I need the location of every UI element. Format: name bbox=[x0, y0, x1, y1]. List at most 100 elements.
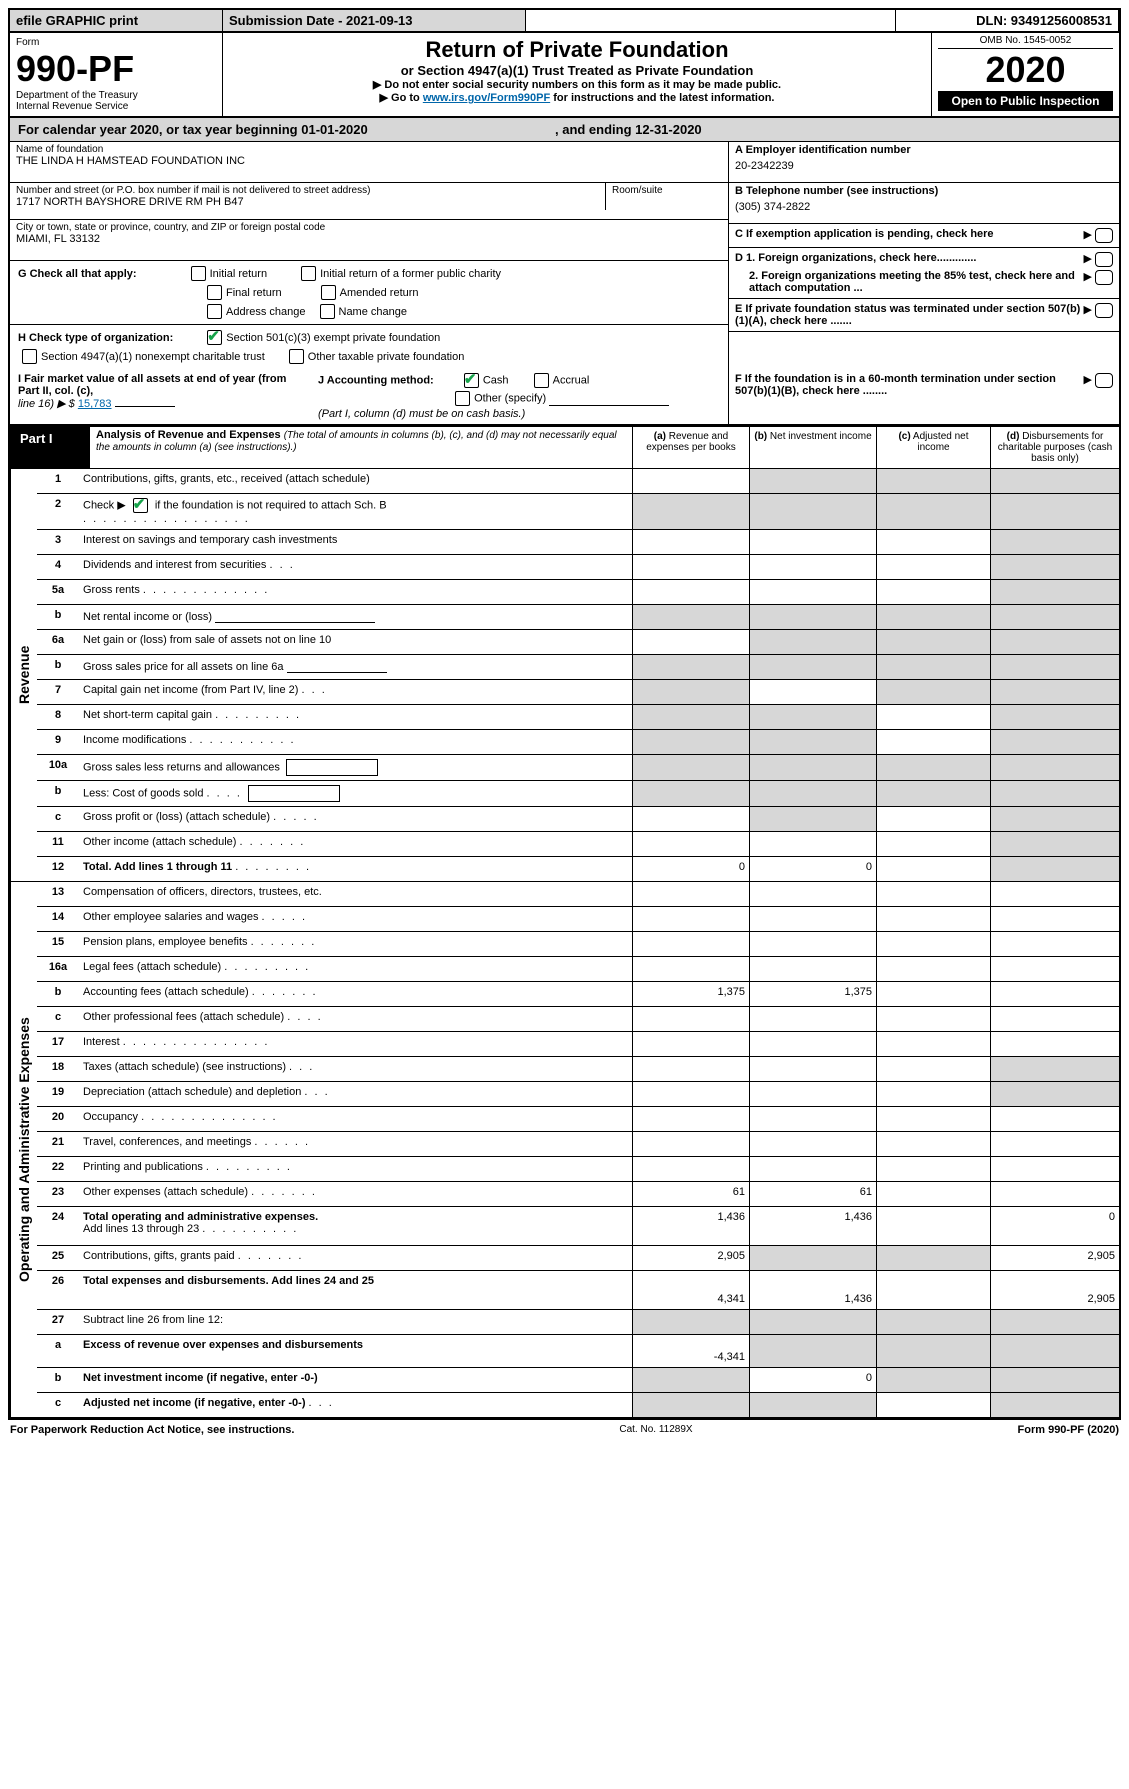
expenses-section: Operating and Administrative Expenses 13… bbox=[8, 882, 1121, 1419]
top-bar: efile GRAPHIC print Submission Date - 20… bbox=[8, 8, 1121, 33]
table-row: bGross sales price for all assets on lin… bbox=[37, 655, 1119, 680]
table-row: bNet investment income (if negative, ent… bbox=[37, 1368, 1119, 1393]
footer: For Paperwork Reduction Act Notice, see … bbox=[8, 1419, 1121, 1440]
col-b-text: Net investment income bbox=[770, 431, 872, 442]
expenses-rows: 13Compensation of officers, directors, t… bbox=[37, 882, 1119, 1417]
addr-value: 1717 NORTH BAYSHORE DRIVE RM PH B47 bbox=[16, 196, 599, 208]
d1-label: D 1. Foreign organizations, check here..… bbox=[735, 252, 1081, 264]
g-o5: Address change bbox=[226, 306, 306, 318]
table-row: 22Printing and publications . . . . . . … bbox=[37, 1157, 1119, 1182]
h-501c3-checkbox[interactable] bbox=[207, 330, 222, 345]
ij-row: I Fair market value of all assets at end… bbox=[8, 369, 1121, 426]
table-row: 11Other income (attach schedule) . . . .… bbox=[37, 832, 1119, 857]
instr-2: ▶ Go to www.irs.gov/Form990PF for instru… bbox=[229, 91, 925, 104]
efile-label: efile GRAPHIC print bbox=[10, 10, 223, 31]
open-to-public: Open to Public Inspection bbox=[938, 91, 1113, 111]
table-row: cAdjusted net income (if negative, enter… bbox=[37, 1393, 1119, 1417]
table-row: bLess: Cost of goods sold . . . . bbox=[37, 781, 1119, 807]
instr2-pre: ▶ Go to bbox=[380, 92, 423, 104]
table-row: bAccounting fees (attach schedule) . . .… bbox=[37, 982, 1119, 1007]
h-o3: Other taxable private foundation bbox=[308, 351, 465, 363]
top-bar-blank bbox=[526, 10, 896, 31]
col-c-header: (c) Adjusted net income bbox=[877, 427, 991, 468]
table-row: 23Other expenses (attach schedule) . . .… bbox=[37, 1182, 1119, 1207]
d1-checkbox[interactable] bbox=[1095, 252, 1113, 267]
g-o3: Final return bbox=[226, 287, 282, 299]
table-row: 9Income modifications . . . . . . . . . … bbox=[37, 730, 1119, 755]
table-row: 26Total expenses and disbursements. Add … bbox=[37, 1271, 1119, 1310]
table-row: bNet rental income or (loss) bbox=[37, 605, 1119, 630]
part1-header: Part I Analysis of Revenue and Expenses … bbox=[8, 426, 1121, 469]
table-row: aExcess of revenue over expenses and dis… bbox=[37, 1335, 1119, 1368]
table-row: 10aGross sales less returns and allowanc… bbox=[37, 755, 1119, 781]
g-row: G Check all that apply: Initial return I… bbox=[10, 261, 728, 325]
g-amended-checkbox[interactable] bbox=[321, 285, 336, 300]
d-row: D 1. Foreign organizations, check here..… bbox=[729, 248, 1119, 299]
g-initial-former-checkbox[interactable] bbox=[301, 266, 316, 281]
table-row: 2Check ▶ if the foundation is not requir… bbox=[37, 494, 1119, 530]
j-accrual-checkbox[interactable] bbox=[534, 373, 549, 388]
foundation-name-label: Name of foundation bbox=[16, 144, 722, 155]
h-4947-checkbox[interactable] bbox=[22, 349, 37, 364]
cal-end: 12-31-2020 bbox=[635, 122, 702, 137]
j-o3: Other (specify) bbox=[474, 392, 546, 404]
g-final-return-checkbox[interactable] bbox=[207, 285, 222, 300]
tax-year: 2020 bbox=[938, 49, 1113, 91]
i-line16-label: line 16) ▶ $ bbox=[18, 398, 75, 410]
table-row: 27Subtract line 26 from line 12: bbox=[37, 1310, 1119, 1335]
header-right: OMB No. 1545-0052 2020 Open to Public In… bbox=[931, 33, 1119, 116]
i-value[interactable]: 15,783 bbox=[78, 398, 112, 410]
h-row: H Check type of organization: Section 50… bbox=[10, 325, 728, 369]
table-row: cGross profit or (loss) (attach schedule… bbox=[37, 807, 1119, 832]
g-initial-return-checkbox[interactable] bbox=[191, 266, 206, 281]
d2-checkbox[interactable] bbox=[1095, 270, 1113, 285]
g-o2: Initial return of a former public charit… bbox=[320, 268, 501, 280]
h-o2: Section 4947(a)(1) nonexempt charitable … bbox=[41, 351, 265, 363]
h-label: H Check type of organization: bbox=[18, 332, 173, 344]
cal-pre: For calendar year 2020, or tax year begi… bbox=[18, 122, 301, 137]
table-row: 4Dividends and interest from securities … bbox=[37, 555, 1119, 580]
entity-right: A Employer identification number 20-2342… bbox=[728, 142, 1119, 369]
g-name-change-checkbox[interactable] bbox=[320, 304, 335, 319]
form-word: Form bbox=[16, 37, 216, 48]
j-other-checkbox[interactable] bbox=[455, 391, 470, 406]
j-note: (Part I, column (d) must be on cash basi… bbox=[318, 408, 720, 420]
g-o4: Amended return bbox=[340, 287, 419, 299]
calendar-year-row: For calendar year 2020, or tax year begi… bbox=[8, 118, 1121, 142]
city-row: City or town, state or province, country… bbox=[10, 220, 728, 261]
form-container: efile GRAPHIC print Submission Date - 20… bbox=[8, 8, 1121, 1440]
table-row: 16aLegal fees (attach schedule) . . . . … bbox=[37, 957, 1119, 982]
city-value: MIAMI, FL 33132 bbox=[16, 233, 722, 245]
h-other-taxable-checkbox[interactable] bbox=[289, 349, 304, 364]
part1-label: Part I bbox=[10, 427, 90, 468]
revenue-rows: 1Contributions, gifts, grants, etc., rec… bbox=[37, 469, 1119, 881]
e-row: E If private foundation status was termi… bbox=[729, 299, 1119, 332]
table-row: 5aGross rents . . . . . . . . . . . . . bbox=[37, 580, 1119, 605]
sch-b-checkbox[interactable] bbox=[133, 498, 148, 513]
table-row: 17Interest . . . . . . . . . . . . . . . bbox=[37, 1032, 1119, 1057]
j-cash-checkbox[interactable] bbox=[464, 373, 479, 388]
j-o2: Accrual bbox=[553, 374, 590, 386]
table-row: 18Taxes (attach schedule) (see instructi… bbox=[37, 1057, 1119, 1082]
arrow-icon: ▶ bbox=[1084, 373, 1092, 386]
col-c-text: Adjusted net income bbox=[913, 431, 969, 453]
instr2-link[interactable]: www.irs.gov/Form990PF bbox=[423, 92, 550, 104]
footer-right: Form 990-PF (2020) bbox=[1018, 1424, 1119, 1436]
table-row: 25Contributions, gifts, grants paid . . … bbox=[37, 1246, 1119, 1271]
footer-cat: Cat. No. 11289X bbox=[619, 1424, 692, 1436]
lb-c: (c) bbox=[898, 431, 910, 442]
table-row: 1Contributions, gifts, grants, etc., rec… bbox=[37, 469, 1119, 494]
g-address-change-checkbox[interactable] bbox=[207, 304, 222, 319]
instr-1: ▶ Do not enter social security numbers o… bbox=[229, 78, 925, 91]
table-row: 7Capital gain net income (from Part IV, … bbox=[37, 680, 1119, 705]
table-row: 14Other employee salaries and wages . . … bbox=[37, 907, 1119, 932]
footer-left: For Paperwork Reduction Act Notice, see … bbox=[10, 1424, 294, 1436]
c-checkbox[interactable] bbox=[1095, 228, 1113, 243]
revenue-section: Revenue 1Contributions, gifts, grants, e… bbox=[8, 469, 1121, 882]
f-checkbox[interactable] bbox=[1095, 373, 1113, 388]
table-row: cOther professional fees (attach schedul… bbox=[37, 1007, 1119, 1032]
room-suite-cell: Room/suite bbox=[606, 183, 728, 210]
room-label: Room/suite bbox=[612, 185, 722, 196]
e-checkbox[interactable] bbox=[1095, 303, 1113, 318]
j-label: J Accounting method: bbox=[318, 374, 434, 386]
